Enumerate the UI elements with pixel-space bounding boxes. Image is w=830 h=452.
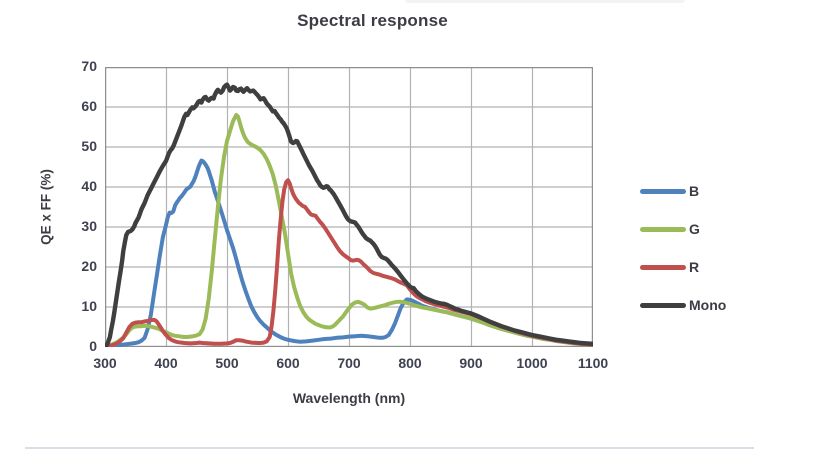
x-tick-label-900: 900: [459, 355, 483, 371]
legend-swatch-b-icon: [640, 188, 686, 194]
y-tick-label-40: 40: [81, 178, 97, 194]
spectral-response-plot: [105, 67, 593, 347]
plot-area: [105, 67, 593, 347]
y-tick-label-70: 70: [81, 58, 97, 74]
legend-label-mono: Mono: [689, 297, 727, 313]
series-line-g: [105, 113, 593, 347]
series-line-r: [105, 178, 593, 347]
x-tick-label-600: 600: [276, 355, 300, 371]
legend-item-b: B: [640, 181, 699, 201]
legend-item-r: R: [640, 257, 699, 277]
plot-border: [105, 67, 593, 347]
y-tick-label-50: 50: [81, 138, 97, 154]
series-line-mono: [105, 82, 593, 347]
x-tick-label-1100: 1100: [577, 355, 609, 371]
chart-title: Spectral response: [297, 11, 448, 30]
x-tick-label-500: 500: [215, 355, 239, 371]
y-tick-label-0: 0: [89, 338, 97, 354]
top-edge-artifact: [405, 0, 685, 3]
legend-label-g: G: [689, 221, 700, 237]
x-tick-label-1000: 1000: [516, 355, 548, 371]
legend-swatch-mono-icon: [640, 302, 686, 308]
x-tick-label-800: 800: [398, 355, 422, 371]
y-tick-label-60: 60: [81, 98, 97, 114]
y-tick-label-30: 30: [81, 218, 97, 234]
legend-label-b: B: [689, 183, 700, 199]
legend-item-mono: Mono: [640, 295, 726, 315]
legend-swatch-g-icon: [640, 226, 686, 232]
y-tick-label-10: 10: [81, 298, 97, 314]
legend-label-r: R: [689, 259, 700, 275]
x-tick-label-700: 700: [337, 355, 361, 371]
legend-swatch-r-icon: [640, 264, 686, 270]
bottom-divider-line: [25, 447, 754, 449]
y-tick-label-20: 20: [81, 258, 97, 274]
x-axis-title: Wavelength (nm): [292, 390, 406, 406]
x-tick-label-400: 400: [154, 355, 178, 371]
legend-item-g: G: [640, 219, 700, 239]
x-tick-label-300: 300: [93, 355, 117, 371]
